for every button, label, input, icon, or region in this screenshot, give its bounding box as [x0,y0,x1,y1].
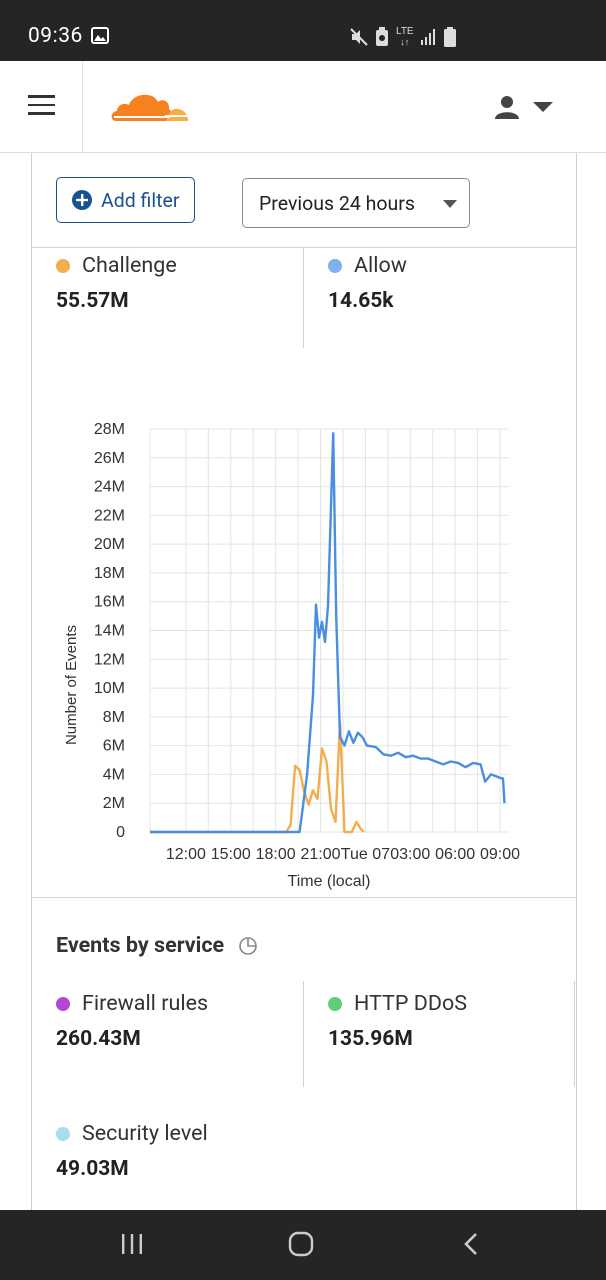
action-stat-challenge: Challenge 55.57M [56,253,177,313]
x-tick-label: 03:00 [390,846,430,863]
status-time: 09:36 [28,24,83,48]
add-filter-button[interactable]: Add filter [56,177,195,223]
x-tick-label: 06:00 [435,846,475,863]
stat-divider [303,247,304,348]
account-menu-button[interactable] [495,91,565,123]
chart-grid [149,428,509,833]
y-tick-label: 28M [94,421,125,438]
service-stat-value: 49.03M [56,1157,129,1181]
chart-x-ticks: 12:00 15:00 18:00 21:00 Tue 07 03:00 06:00 09:0… [166,846,520,863]
lte-icon: LTE ↓↑ [396,26,414,48]
security-level-dot-icon [56,1126,70,1141]
time-range-select[interactable]: Previous 24 hours [242,178,470,228]
y-tick-label: 14M [94,623,125,640]
service-stat-http-ddos: HTTP DDoS 135.96M [328,991,467,1051]
hamburger-line [27,95,55,98]
action-stat-value: 55.57M [56,289,129,313]
http-ddos-dot-icon [328,996,342,1011]
series-line-0 [150,721,365,834]
y-tick-label: 2M [103,795,125,812]
status-icons: LTE ↓↑ [350,24,456,50]
y-tick-label: 20M [94,536,125,553]
header-divider [82,61,83,153]
battery-saver-icon [376,27,388,46]
action-stat-label: Challenge [82,253,177,278]
action-stat-value: 14.65k [328,289,394,313]
events-chart: 28M26M24M22M20M18M16M14M12M10M8M6M4M2M0 … [63,421,520,890]
x-tick-label: Tue 07 [341,846,390,863]
service-stat-label: Security level [82,1121,208,1146]
cloudflare-logo[interactable] [108,85,190,125]
stat-divider [303,981,304,1087]
chevron-down-icon [533,102,553,112]
lte-label: LTE [396,26,414,37]
service-stat-firewall-rules: Firewall rules 260.43M [56,991,208,1051]
y-tick-label: 8M [103,709,125,726]
chart-x-axis-label: Time (local) [288,873,371,890]
chart-y-ticks: 28M 26M 24M 22M 20M 18M 16M 14M 12M 10M 8M 6M 4M 2M 0 [94,421,125,841]
divider [32,897,576,898]
menu-button[interactable] [20,89,62,125]
analytics-card: Add filter Previous 24 hours Challenge 5… [31,153,577,1210]
chart-series [150,432,506,834]
service-stat-label: HTTP DDoS [354,991,468,1016]
divider [32,247,576,248]
add-filter-label: Add filter [101,188,180,212]
x-tick-label: 15:00 [211,846,251,863]
caret-down-icon [443,200,457,208]
y-tick-label: 24M [94,479,125,496]
chart-y-axis-label: Number of Events [63,625,80,745]
app-header [0,61,606,153]
hamburger-line [27,103,55,106]
mute-icon [350,28,368,46]
y-tick-label: 12M [94,651,125,668]
y-tick-label: 6M [103,738,125,755]
x-tick-label: 18:00 [256,846,296,863]
service-stat-label: Firewall rules [82,991,209,1016]
service-stat-security-level: Security level 49.03M [56,1121,208,1181]
recent-apps-icon[interactable] [120,1232,144,1256]
x-tick-label: 12:00 [166,846,206,863]
hamburger-line [27,112,55,115]
events-by-service-title: Events by service [56,933,225,958]
service-stat-value: 260.43M [56,1027,141,1051]
action-stat-allow: Allow 14.65k [328,253,407,313]
x-tick-label: 21:00 [301,846,341,863]
status-bar: 09:36 LTE ↓↑ [0,0,606,61]
y-tick-label: 10M [94,680,125,697]
series-line-1 [150,432,506,834]
firewall-rules-dot-icon [56,996,70,1011]
plus-circle-icon [72,190,92,210]
system-nav-bar [0,1210,606,1280]
service-stat-value: 135.96M [328,1027,413,1051]
home-icon[interactable] [288,1231,314,1257]
user-icon [495,96,519,119]
challenge-dot-icon [56,258,70,273]
y-tick-label: 16M [94,594,125,611]
y-tick-label: 4M [103,766,125,783]
time-range-value: Previous 24 hours [259,191,415,215]
events-by-service-heading: Events by service [56,933,258,958]
battery-icon [443,27,456,47]
signal-icon [420,29,435,45]
action-stat-label: Allow [354,253,407,278]
y-tick-label: 18M [94,565,125,582]
y-tick-label: 26M [94,450,125,467]
pie-chart-icon[interactable] [238,936,258,956]
y-tick-label: 0 [116,824,125,841]
allow-dot-icon [328,258,342,273]
gallery-icon [91,27,109,44]
y-tick-label: 22M [94,507,125,524]
stat-divider [574,981,575,1087]
x-tick-label: 09:00 [480,846,520,863]
back-icon[interactable] [462,1232,480,1256]
